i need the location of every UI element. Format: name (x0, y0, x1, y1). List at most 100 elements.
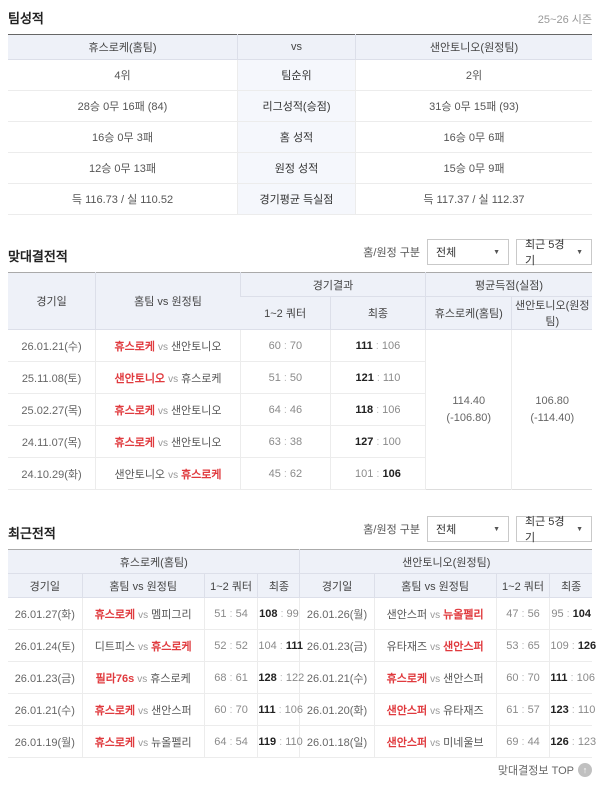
range-filter-select[interactable]: 최근 5경기 ▼ (516, 516, 592, 544)
final-score: 111:106 (549, 661, 595, 694)
home-team-name: 휴스로케 (114, 340, 155, 353)
recent-subheader-row: 경기일 홈팀 vs 원정팀 1~2 쿼터 최종 경기일 홈팀 vs 원정팀 1~… (8, 573, 592, 598)
home-final-score: 126 (550, 735, 569, 748)
col-final: 최종 (257, 573, 300, 598)
range-filter-value: 최근 5경기 (525, 516, 565, 544)
home-final-score: 111 (550, 671, 568, 684)
home-final-score: 95 (551, 607, 564, 620)
score-separator: : (280, 607, 284, 620)
home-team-name: 필라76s (95, 672, 135, 685)
home-team-name: 휴스로케 (94, 704, 136, 717)
away-final-score: 111 (285, 639, 303, 652)
vs-label: vs (430, 609, 441, 621)
avg-points-home: 114.40 (-106.80) (425, 329, 512, 490)
match-teams: 휴스로케 vs 샌안스퍼 (373, 661, 497, 694)
home-team-name: 휴스로케 (114, 404, 155, 417)
score-separator: : (229, 639, 233, 652)
match-teams: 샌안토니오 vs 휴스로케 (95, 457, 241, 490)
vs-header: vs (237, 34, 356, 60)
quarter-score: 53:65 (495, 629, 550, 662)
final-score: 119:110 (257, 725, 303, 758)
vs-label: vs (157, 437, 168, 449)
h2h-row: 24.10.29(화) 샌안토니오 vs 휴스로케 45:62 101:106 (8, 457, 592, 490)
home-final-score: 123 (550, 703, 569, 716)
col-teams: 홈팀 vs 원정팀 (81, 573, 205, 598)
stat-label: 리그성적(승점) (237, 90, 356, 122)
match-teams: 휴스로케 vs 샌안스퍼 (81, 693, 205, 726)
score-separator: : (283, 467, 287, 480)
vs-label: vs (430, 673, 441, 685)
away-team-name: 유타재즈 (443, 704, 484, 717)
chevron-down-icon: ▼ (576, 525, 583, 533)
final-score: 127:100 (329, 425, 426, 458)
stat-label: 경기평균 득실점 (237, 183, 356, 215)
quarter-score: 69:44 (495, 725, 550, 758)
away-quarter-score: 54 (235, 607, 248, 620)
score-separator: : (279, 735, 283, 748)
h2h-subheader-row: 1~2 쿼터 최종 휴스로케(홈팀) 샌안토니오(원정팀) (8, 296, 592, 330)
away-quarter-score: 65 (527, 639, 540, 652)
away-team-name: 뉴올펠리 (151, 736, 192, 749)
score-separator: : (571, 703, 575, 716)
score-separator: : (283, 371, 287, 384)
recent-records-title: 최근전적 (8, 526, 56, 541)
quarter-score: 64:54 (203, 725, 258, 758)
away-team-group-header: 샌안토니오(원정팀) (299, 549, 592, 574)
away-team-name: 샌안토니오 (170, 340, 222, 353)
col-teams: 홈팀 vs 원정팀 (95, 272, 241, 330)
score-separator: : (375, 339, 379, 352)
home-quarter-score: 63 (268, 435, 281, 448)
final-score: 121:110 (329, 361, 426, 394)
away-final-score: 100 (382, 435, 401, 448)
home-final-score: 127 (355, 435, 374, 448)
home-team-name: 샌안스퍼 (386, 704, 428, 717)
vs-label: vs (430, 641, 441, 653)
away-team-name: 휴스로케 (150, 672, 191, 685)
vs-label: vs (138, 737, 149, 749)
range-filter-select[interactable]: 최근 5경기 ▼ (516, 239, 592, 267)
back-to-top-link[interactable]: 맞대결정보 TOP ↑ (8, 762, 592, 778)
away-final-score: 106 (382, 403, 401, 416)
home-quarter-score: 60 (268, 339, 281, 352)
quarter-score: 51:50 (239, 361, 331, 394)
col-final: 최종 (329, 296, 426, 330)
col-quarters: 1~2 쿼터 (240, 296, 331, 330)
home-team-header: 휴스로케(홈팀) (8, 34, 238, 60)
away-quarter-score: 70 (235, 703, 248, 716)
away-final-score: 104 (572, 607, 592, 620)
venue-filter-select[interactable]: 전체 ▼ (427, 516, 509, 542)
final-score: 118:106 (329, 393, 426, 426)
home-stat-value: 28승 0무 16패 (84) (8, 90, 238, 122)
away-team-name: 뉴올펠리 (443, 608, 484, 621)
match-date: 26.01.18(일) (299, 725, 375, 758)
team-stats-table: 휴스로케(홈팀) vs 샌안토니오(원정팀) 4위 팀순위 2위 28승 0무 … (8, 34, 592, 215)
home-final-score: 119 (258, 735, 277, 748)
match-teams: 필라76s vs 휴스로케 (81, 661, 205, 694)
away-quarter-score: 70 (289, 339, 303, 352)
venue-filter-select[interactable]: 전체 ▼ (427, 239, 509, 265)
match-date: 26.01.26(월) (299, 597, 375, 630)
recent-row: 26.01.23(금) 필라76s vs 휴스로케 68:61 128:122 26… (8, 661, 595, 694)
home-team-name: 휴스로케 (94, 736, 136, 749)
h2h-row: 26.01.21(수) 휴스로케 vs 샌안토니오 60:70 111:106 11… (8, 329, 592, 490)
col-teams: 홈팀 vs 원정팀 (373, 573, 497, 598)
col-date: 경기일 (8, 272, 96, 330)
match-date: 26.01.21(수) (8, 329, 96, 362)
h2h-row: 25.02.27(목) 휴스로케 vs 샌안토니오 64:46 118:106 (8, 393, 592, 426)
home-quarter-score: 60 (214, 703, 227, 716)
vs-label: vs (430, 705, 441, 717)
away-quarter-score: 56 (527, 607, 540, 620)
away-quarter-score: 54 (235, 735, 248, 748)
col-avg-group: 평균득점(실점) (425, 272, 592, 297)
home-team-name: 휴스로케 (94, 608, 136, 621)
score-separator: : (229, 735, 233, 748)
final-score: 123:110 (549, 693, 595, 726)
away-stat-value: 15승 0무 9패 (354, 152, 592, 184)
away-team-header: 샌안토니오(원정팀) (354, 34, 592, 60)
score-separator: : (570, 671, 574, 684)
home-final-score: 121 (355, 371, 374, 384)
col-quarters: 1~2 쿼터 (495, 573, 550, 598)
col-result-group: 경기결과 (239, 272, 426, 297)
vs-label: vs (137, 673, 148, 685)
away-final-score: 122 (285, 671, 305, 684)
